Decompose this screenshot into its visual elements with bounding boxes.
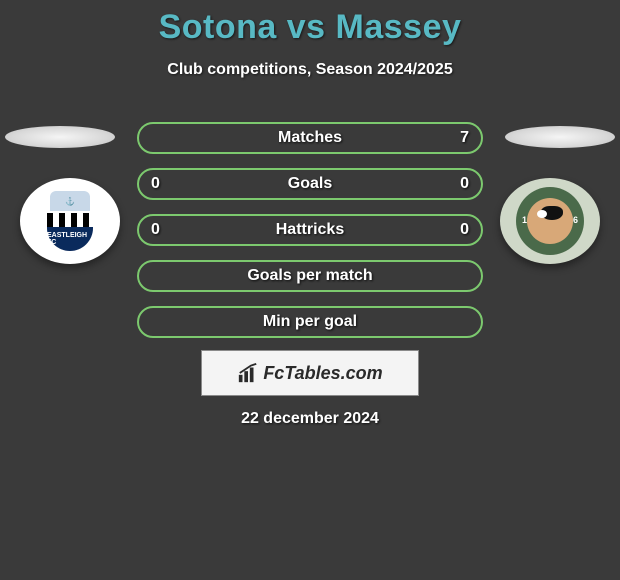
stats-container: Matches 7 0 Goals 0 0 Hattricks 0 Goals …	[137, 122, 483, 352]
stat-left-value: 0	[151, 175, 160, 193]
stat-row-hattricks: 0 Hattricks 0	[137, 214, 483, 246]
stat-left-value: 0	[151, 221, 160, 239]
left-team-crest: ⚓ EASTLEIGH FC	[20, 178, 120, 264]
stat-row-goals-per-match: Goals per match	[137, 260, 483, 292]
date-label: 22 december 2024	[0, 410, 620, 428]
attribution-label: FcTables.com	[263, 363, 382, 384]
stat-row-matches: Matches 7	[137, 122, 483, 154]
stat-row-goals: 0 Goals 0	[137, 168, 483, 200]
stat-label: Hattricks	[276, 221, 344, 239]
stat-label: Matches	[278, 129, 342, 147]
right-crest-ring: 18 76	[516, 187, 584, 255]
stat-label: Goals per match	[247, 267, 372, 285]
bar-chart-icon	[237, 362, 259, 384]
right-team-shadow	[505, 126, 615, 148]
page-title: Sotona vs Massey	[0, 0, 620, 47]
left-crest-graphic: ⚓ EASTLEIGH FC	[20, 178, 120, 264]
stat-row-min-per-goal: Min per goal	[137, 306, 483, 338]
stat-right-value: 7	[460, 129, 469, 147]
stat-right-value: 0	[460, 175, 469, 193]
stat-right-value: 0	[460, 221, 469, 239]
crest-top-icon: ⚓	[50, 191, 90, 211]
stat-label: Min per goal	[263, 313, 357, 331]
magpie-icon	[527, 198, 573, 244]
right-team-crest: 18 76	[500, 178, 600, 264]
page-subtitle: Club competitions, Season 2024/2025	[0, 61, 620, 79]
left-team-shadow	[5, 126, 115, 148]
attribution-box[interactable]: FcTables.com	[201, 350, 419, 396]
left-crest-label: EASTLEIGH FC	[47, 227, 93, 251]
stat-label: Goals	[288, 175, 332, 193]
crest-checker-icon	[47, 213, 93, 227]
